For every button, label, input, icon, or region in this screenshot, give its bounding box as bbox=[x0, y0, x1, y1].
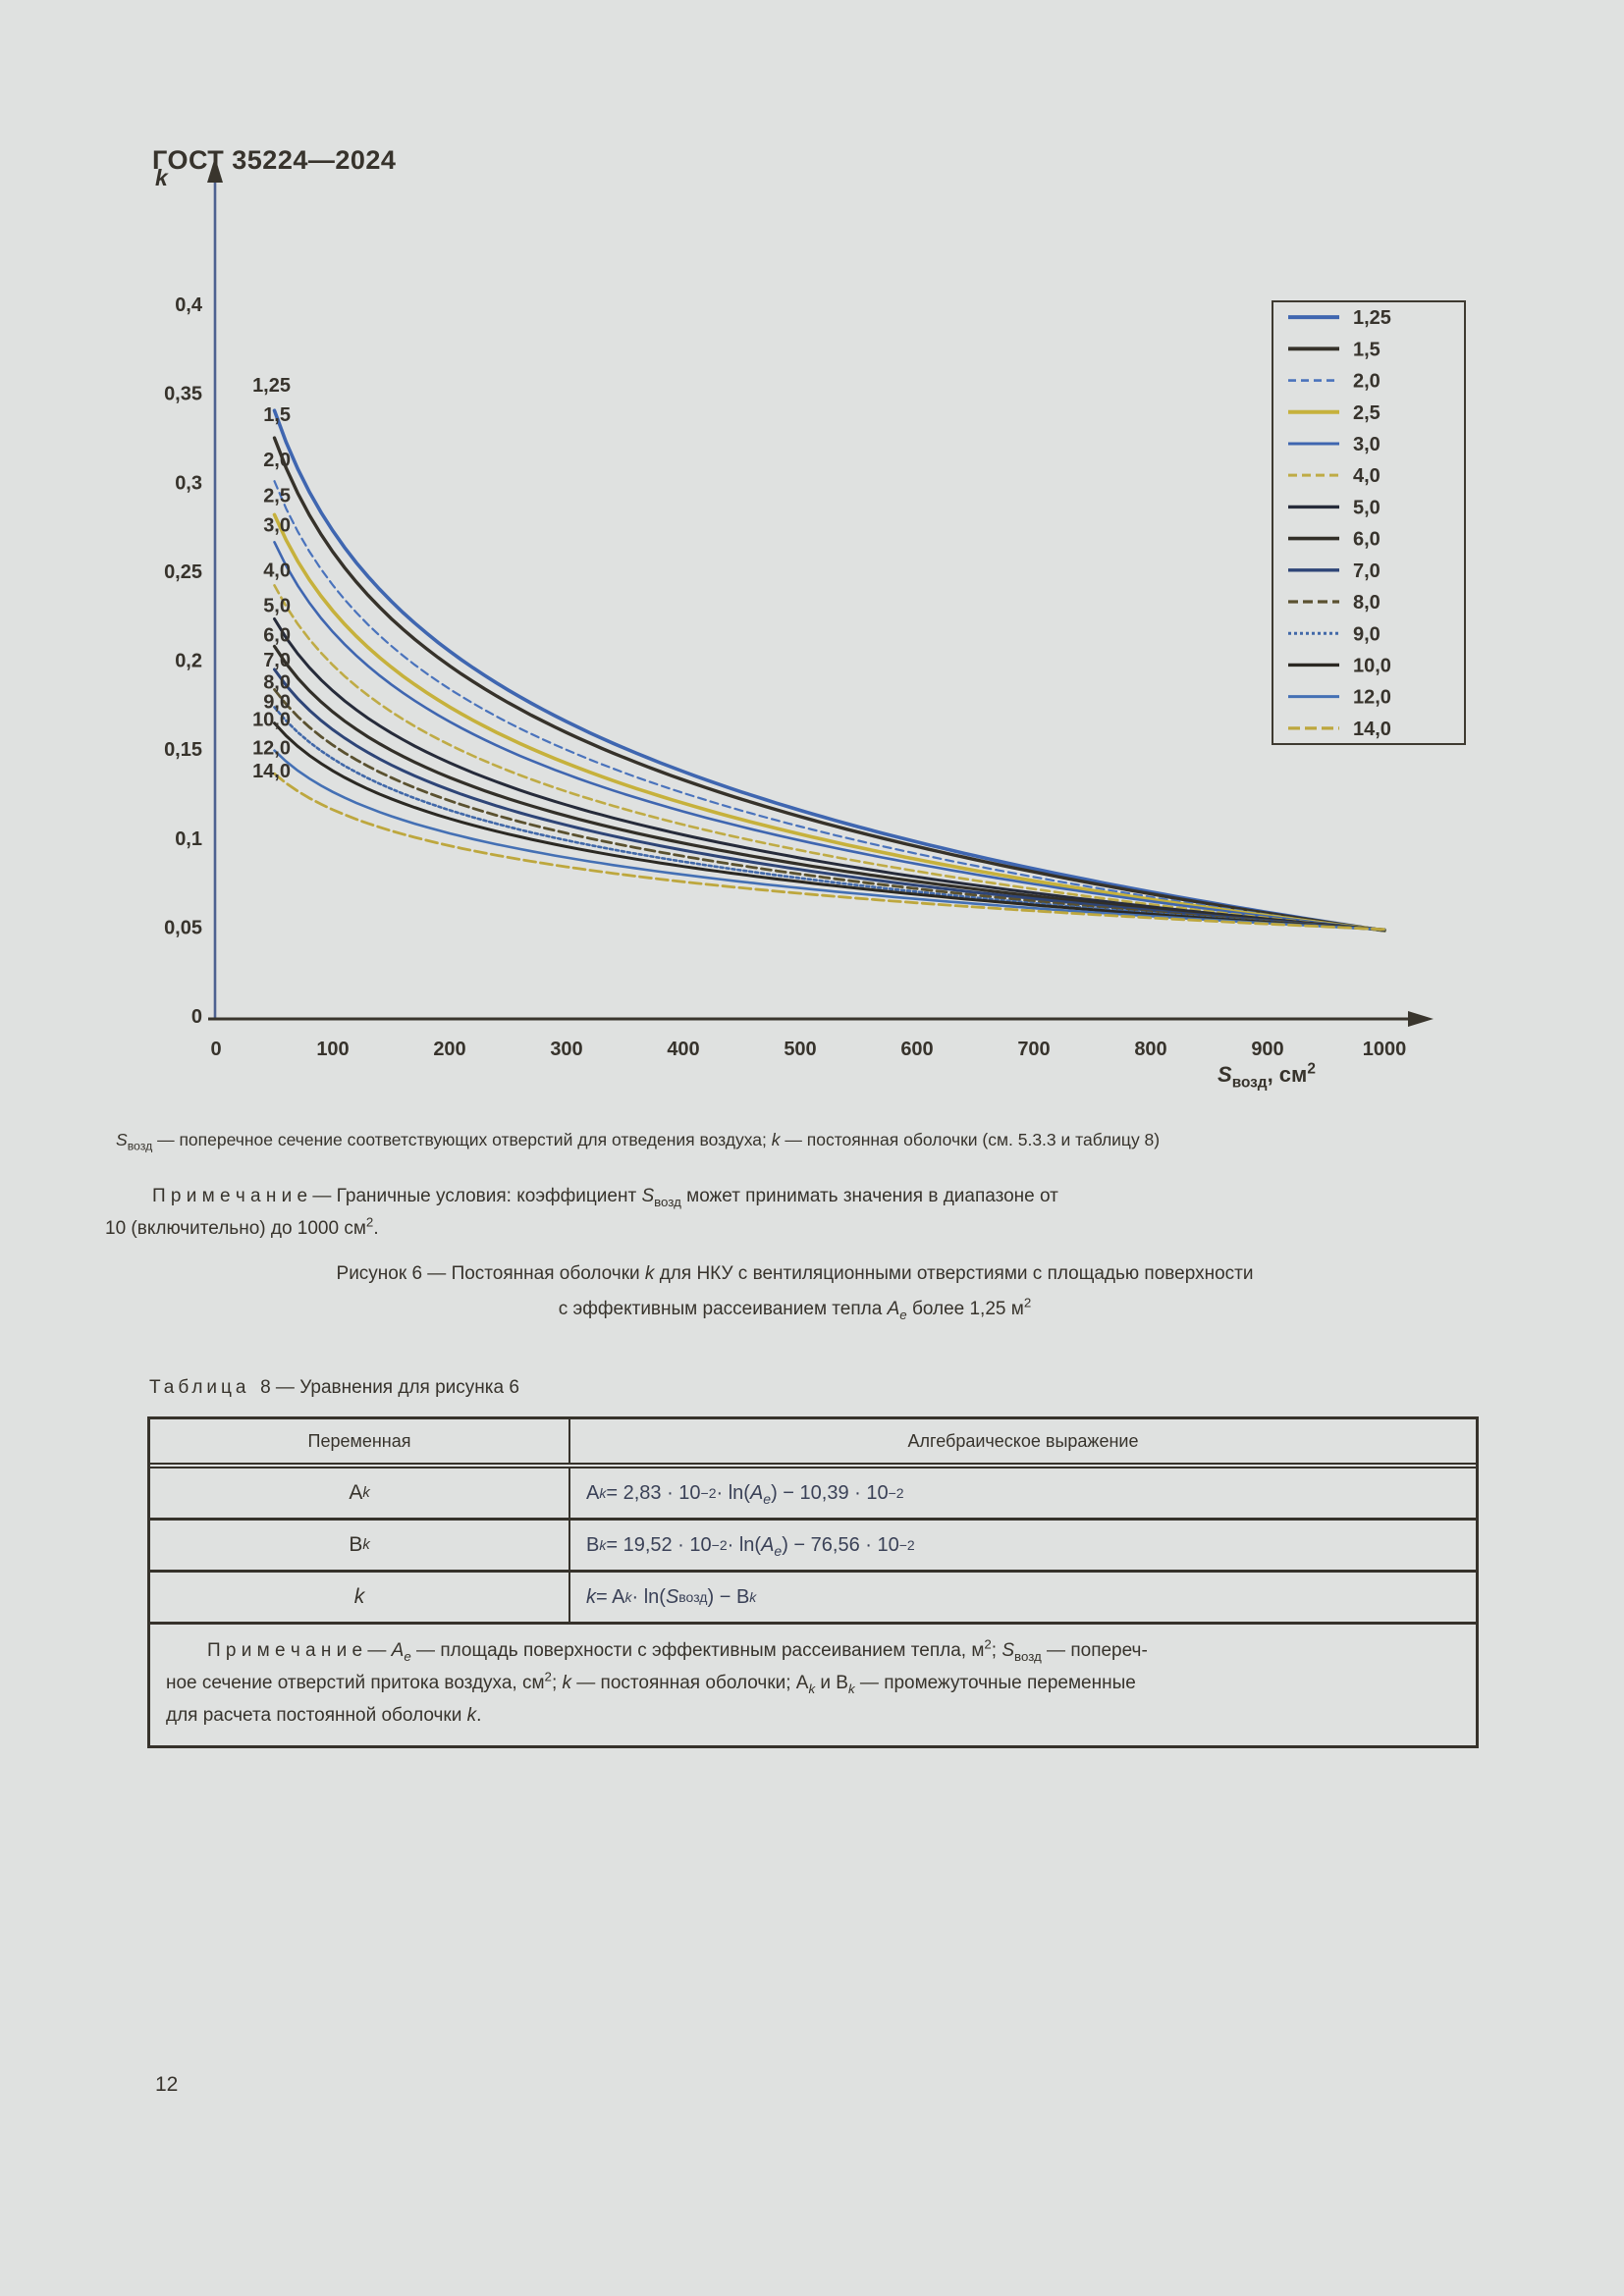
legend-label-5,0: 5,0 bbox=[1353, 497, 1380, 518]
legend-label-8,0: 8,0 bbox=[1353, 592, 1380, 614]
y-axis-arrow bbox=[207, 157, 223, 183]
curve-7,0 bbox=[273, 667, 1386, 932]
curve-label-9,0: 9,0 bbox=[263, 692, 291, 714]
x-tick-label: 0 bbox=[210, 1039, 221, 1060]
x-tick-label: 900 bbox=[1251, 1039, 1283, 1060]
x-tick-label: 700 bbox=[1017, 1039, 1050, 1060]
legend-label-2,5: 2,5 bbox=[1353, 402, 1380, 424]
table-title-rest: — Уравнения для рисунка 6 bbox=[275, 1377, 519, 1398]
y-tick-label: 0,3 bbox=[175, 472, 202, 494]
curve-1,25 bbox=[272, 408, 1386, 933]
table-header-expression: Алгебраическое выражение bbox=[907, 1430, 1139, 1451]
x-tick-label: 500 bbox=[784, 1039, 816, 1060]
figure-caption-line2: с эффективным рассеиванием тепла Ae боле… bbox=[558, 1295, 1032, 1322]
table-title-number: 8 bbox=[260, 1377, 271, 1398]
x-tick-label: 100 bbox=[316, 1039, 349, 1060]
curve-10,0 bbox=[273, 721, 1386, 932]
y-axis-title: k bbox=[155, 165, 168, 190]
doc-header: ГОСТ 35224—2024 bbox=[152, 145, 397, 175]
table-cell-variable: k bbox=[150, 1573, 570, 1622]
y-tick-label: 0,4 bbox=[175, 294, 203, 316]
curve-3,0 bbox=[273, 540, 1386, 932]
x-axis-arrow bbox=[1408, 1011, 1434, 1027]
x-tick-label: 800 bbox=[1134, 1039, 1166, 1060]
legend-box bbox=[1272, 300, 1466, 745]
y-tick-label: 0,2 bbox=[175, 651, 202, 672]
curve-label-1,25: 1,25 bbox=[252, 375, 291, 397]
legend-label-6,0: 6,0 bbox=[1353, 529, 1380, 551]
table-title-word: Таблица bbox=[149, 1377, 250, 1398]
curve-label-5,0: 5,0 bbox=[263, 596, 291, 617]
curve-1,5 bbox=[272, 436, 1386, 933]
legend-label-9,0: 9,0 bbox=[1353, 623, 1380, 645]
legend-label-1,5: 1,5 bbox=[1353, 339, 1380, 360]
curve-label-2,0: 2,0 bbox=[263, 450, 291, 471]
legend-label-4,0: 4,0 bbox=[1353, 465, 1380, 487]
curve-label-8,0: 8,0 bbox=[263, 671, 291, 693]
curve-label-1,5: 1,5 bbox=[263, 404, 291, 426]
y-tick-label: 0 bbox=[191, 1006, 202, 1028]
curve-label-10,0: 10,0 bbox=[252, 710, 291, 731]
curve-8,0 bbox=[273, 688, 1386, 932]
curve-label-12,0: 12,0 bbox=[252, 738, 291, 760]
y-tick-label: 0,25 bbox=[164, 561, 202, 583]
curve-label-3,0: 3,0 bbox=[263, 514, 291, 536]
x-tick-label: 400 bbox=[667, 1039, 699, 1060]
page-number: 12 bbox=[155, 2073, 179, 2096]
x-tick-label: 600 bbox=[900, 1039, 933, 1060]
legend-label-1,25: 1,25 bbox=[1353, 307, 1391, 329]
legend-label-7,0: 7,0 bbox=[1353, 561, 1380, 582]
figure6-chart: 0 0,05 0,1 0,15 0,2 0,25 0,3 0,35 0,4 0 100 200 300 4… bbox=[164, 157, 1466, 1060]
curve-label-4,0: 4,0 bbox=[263, 560, 291, 581]
curve-14,0 bbox=[273, 772, 1386, 932]
y-tick-label: 0,35 bbox=[164, 384, 202, 405]
legend-label-3,0: 3,0 bbox=[1353, 434, 1380, 455]
curve-label-7,0: 7,0 bbox=[263, 650, 291, 671]
legend-label-12,0: 12,0 bbox=[1353, 687, 1391, 709]
figure-legend-text: Sвозд — поперечное сечение соответствующ… bbox=[116, 1130, 1161, 1153]
curve-2,5 bbox=[272, 512, 1386, 933]
y-tick-label: 0,05 bbox=[164, 917, 202, 938]
legend-label-10,0: 10,0 bbox=[1353, 655, 1391, 676]
curve-label-14,0: 14,0 bbox=[252, 761, 291, 782]
figure-caption-line1: Рисунок 6 — Постоянная оболочки k для НК… bbox=[336, 1263, 1254, 1284]
x-tick-label: 1000 bbox=[1363, 1039, 1407, 1060]
x-axis-title: Sвозд, см2 bbox=[1218, 1060, 1316, 1092]
table-title: Таблица 8 — Уравнения для рисунка 6 bbox=[149, 1377, 519, 1399]
curve-4,0 bbox=[273, 584, 1386, 932]
x-tick-label: 300 bbox=[550, 1039, 582, 1060]
x-tick-label: 200 bbox=[433, 1039, 465, 1060]
legend-label-2,0: 2,0 bbox=[1353, 371, 1380, 393]
curve-label-2,5: 2,5 bbox=[263, 485, 291, 507]
figure-caption: Рисунок 6 — Постоянная оболочки k для НК… bbox=[105, 1256, 1485, 1327]
curve-2,0 bbox=[273, 480, 1386, 932]
table-note: П р и м е ч а н и е — Ae — площадь повер… bbox=[166, 1636, 1148, 1726]
curve-label-6,0: 6,0 bbox=[263, 624, 291, 646]
table-header-row: Переменная Алгебраическое выражение bbox=[150, 1419, 1476, 1468]
y-tick-label: 0,15 bbox=[164, 739, 202, 761]
y-tick-label: 0,1 bbox=[175, 828, 202, 850]
legend-label-14,0: 14,0 bbox=[1353, 719, 1391, 740]
table-header-variable: Переменная bbox=[150, 1419, 570, 1463]
boundary-conditions-note: П р и м е ч а н и е — Граничные условия:… bbox=[105, 1186, 1058, 1239]
